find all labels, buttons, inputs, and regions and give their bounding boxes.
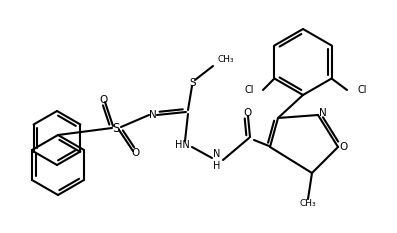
Text: CH₃: CH₃	[218, 55, 235, 65]
Text: Cl: Cl	[357, 85, 366, 95]
Text: S: S	[190, 78, 196, 88]
Text: O: O	[131, 148, 139, 158]
Text: S: S	[112, 121, 119, 134]
Text: O: O	[340, 142, 348, 152]
Text: N
H: N H	[213, 149, 221, 171]
Text: Cl: Cl	[245, 85, 254, 95]
Text: O: O	[99, 95, 107, 105]
Text: O: O	[244, 108, 252, 118]
Text: CH₃: CH₃	[300, 199, 316, 209]
Text: N: N	[319, 108, 327, 118]
Text: HN: HN	[175, 140, 189, 150]
Text: N: N	[149, 110, 157, 120]
